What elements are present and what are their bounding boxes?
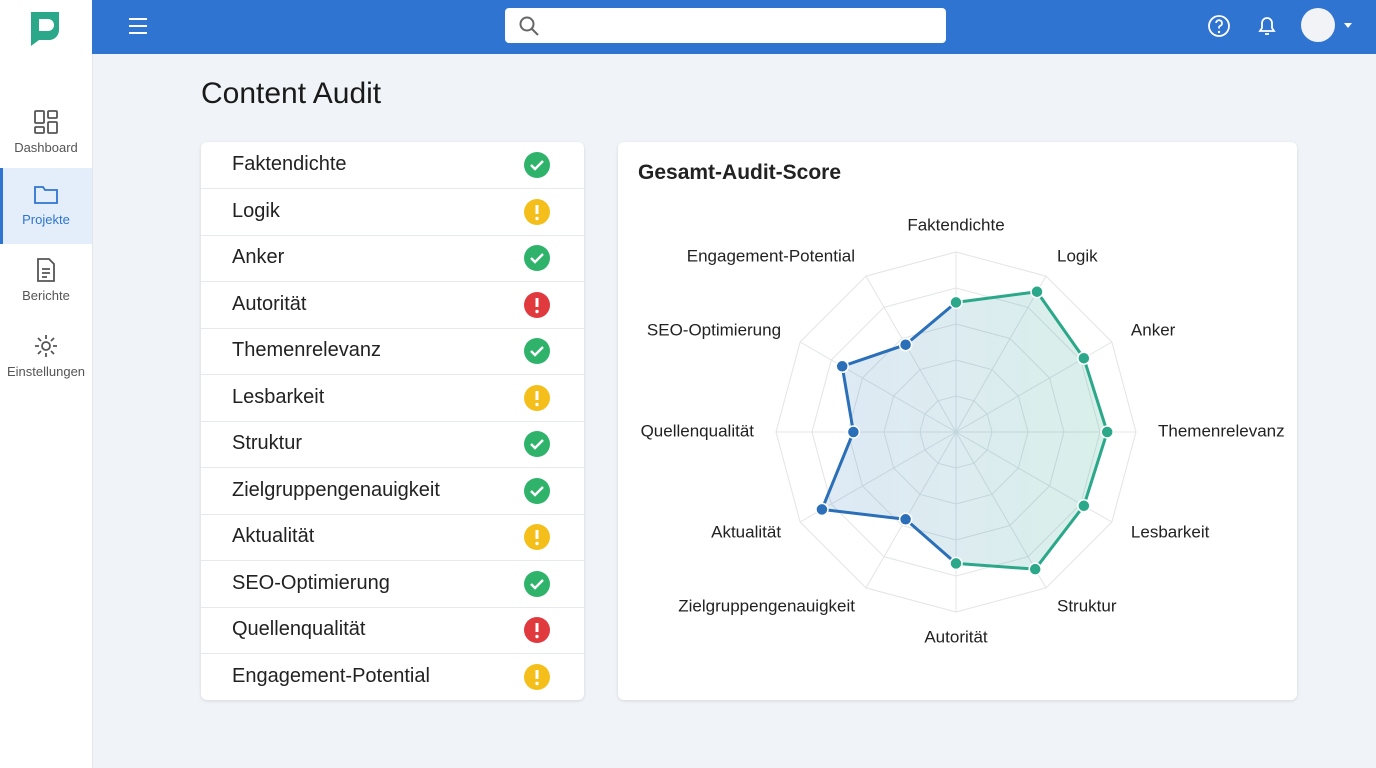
notifications-button[interactable] bbox=[1254, 13, 1280, 39]
chart-title: Gesamt-Audit-Score bbox=[638, 161, 842, 184]
row-label: Logik bbox=[232, 199, 280, 222]
nav-item[interactable]: Dashboard bbox=[0, 96, 92, 172]
logo bbox=[31, 12, 59, 46]
status-icon-error bbox=[524, 617, 550, 643]
status-icon-ok bbox=[524, 570, 550, 597]
row-label: Anker bbox=[232, 246, 285, 268]
nav-item[interactable]: Projekte bbox=[0, 168, 92, 244]
checklist-row[interactable]: Aktualität bbox=[201, 514, 584, 561]
row-label: Faktendichte bbox=[232, 153, 347, 175]
search-box[interactable] bbox=[505, 8, 946, 43]
row-label: SEO-Optimierung bbox=[232, 571, 390, 594]
checklist-row[interactable]: Logik bbox=[201, 189, 584, 236]
checklist: Faktendichte Logik Anker Autorität Themenrel… bbox=[201, 142, 584, 700]
status-icon-ok bbox=[524, 431, 550, 457]
row-label: Engagement-Potential bbox=[232, 664, 430, 687]
checklist-row[interactable]: Engagement-Potential bbox=[201, 654, 584, 700]
checklist-row[interactable]: Faktendichte bbox=[201, 142, 584, 189]
nav-label: Berichte bbox=[22, 288, 70, 303]
status-icon-warn bbox=[524, 384, 550, 411]
status-icon-warn bbox=[524, 663, 550, 690]
status-icon-warn bbox=[524, 524, 550, 550]
sidebar: Dashboard Projekte Berichte Einstellunge… bbox=[0, 0, 93, 768]
status-icon-error bbox=[524, 291, 550, 318]
nav-item[interactable]: Einstellungen bbox=[0, 320, 92, 396]
status-icon-ok bbox=[524, 152, 550, 178]
checklist-row[interactable]: Quellenqualität bbox=[201, 607, 584, 654]
nav-label: Projekte bbox=[22, 212, 70, 227]
page-title: Content Audit bbox=[201, 77, 382, 110]
checklist-row[interactable]: Anker bbox=[201, 235, 584, 282]
status-icon-ok bbox=[524, 245, 550, 271]
status-icon-ok bbox=[524, 338, 550, 364]
row-label: Autorität bbox=[232, 292, 307, 315]
row-label: Quellenqualität bbox=[232, 618, 366, 640]
checklist-row[interactable]: Struktur bbox=[201, 421, 584, 468]
row-label: Struktur bbox=[232, 432, 303, 454]
nav-item[interactable]: Berichte bbox=[0, 244, 92, 320]
status-icon-ok bbox=[524, 477, 550, 504]
row-label: Zielgruppengenauigkeit bbox=[232, 478, 440, 501]
row-label: Lesbarkeit bbox=[232, 385, 325, 408]
chart-card: Gesamt-Audit-Score bbox=[618, 142, 1297, 700]
help-button[interactable] bbox=[1206, 13, 1232, 39]
checklist-row[interactable]: Zielgruppengenauigkeit bbox=[201, 468, 584, 515]
row-label: Aktualität bbox=[232, 525, 315, 547]
avatar-menu[interactable] bbox=[1300, 7, 1360, 47]
checklist-row[interactable]: SEO-Optimierung bbox=[201, 561, 584, 608]
menu-button[interactable] bbox=[126, 14, 150, 38]
topbar bbox=[92, 0, 1376, 54]
checklist-row[interactable]: Lesbarkeit bbox=[201, 375, 584, 422]
checklist-row[interactable]: Autorität bbox=[201, 282, 584, 329]
nav-label: Einstellungen bbox=[6, 364, 86, 379]
row-label: Themenrelevanz bbox=[232, 339, 381, 361]
nav-label: Dashboard bbox=[14, 140, 78, 155]
status-icon-warn bbox=[524, 198, 550, 225]
checklist-row[interactable]: Themenrelevanz bbox=[201, 328, 584, 375]
